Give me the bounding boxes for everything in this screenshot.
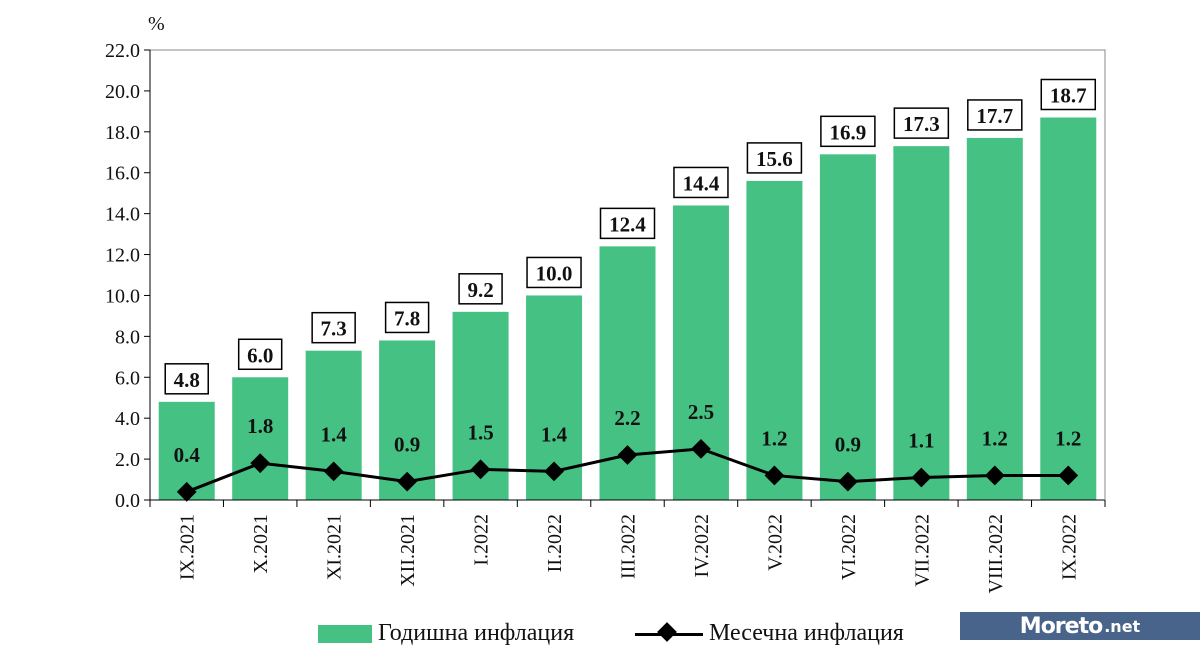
monthly-label: 1.2 — [761, 426, 787, 450]
bar-label: 18.7 — [1050, 84, 1087, 108]
monthly-marker — [1058, 465, 1079, 486]
bar-label-box — [673, 166, 729, 199]
x-tick-label: I.2022 — [471, 514, 493, 566]
bar-label: 4.8 — [174, 368, 200, 392]
monthly-marker — [397, 471, 418, 492]
bar-label-box — [599, 207, 656, 240]
bar-annual — [1040, 117, 1097, 500]
monthly-label: 0.4 — [174, 443, 201, 467]
monthly-marker — [911, 467, 932, 488]
bar-label-box — [893, 107, 950, 139]
monthly-marker — [544, 461, 564, 482]
legend-swatch-line — [635, 622, 703, 642]
monthly-label: 1.5 — [467, 420, 493, 444]
bar-annual — [746, 180, 803, 500]
x-tick-label: XII.2021 — [397, 514, 419, 587]
watermark-suffix: .net — [1104, 616, 1141, 636]
bar-label: 15.6 — [756, 147, 793, 171]
x-tick-label: V.2022 — [764, 514, 786, 571]
bar-label-box — [526, 256, 582, 289]
bar-label: 7.8 — [394, 306, 420, 330]
monthly-marker — [691, 438, 711, 459]
bar-label: 14.4 — [683, 171, 720, 195]
x-tick-label: X.2021 — [250, 514, 272, 573]
legend-swatch-bar — [318, 625, 372, 644]
bar-label: 16.9 — [830, 120, 867, 144]
y-tick-label: 0.0 — [115, 490, 140, 512]
x-tick-label: VIII.2022 — [985, 514, 1007, 593]
y-unit-label: % — [148, 13, 165, 35]
bar-annual — [819, 154, 876, 500]
monthly-marker — [470, 459, 491, 480]
monthly-marker — [984, 465, 1005, 486]
x-tick-label: VI.2022 — [838, 514, 860, 580]
bar-annual — [966, 137, 1023, 501]
monthly-marker — [617, 445, 638, 465]
bar-label-box — [164, 363, 209, 395]
bar-label: 10.0 — [536, 261, 573, 285]
y-tick-label: 10.0 — [105, 285, 140, 307]
bar-label-box — [384, 301, 430, 334]
bar-label-box — [820, 115, 876, 148]
x-tick-label: IX.2022 — [1058, 514, 1080, 580]
monthly-label: 1.1 — [908, 429, 934, 453]
monthly-label: 1.2 — [982, 426, 1008, 450]
x-tick-label: VII.2022 — [911, 514, 933, 587]
bar-label: 6.0 — [247, 343, 273, 367]
x-tick-label: III.2022 — [618, 514, 640, 579]
legend-label-annual: Годишна инфлация — [378, 620, 575, 646]
x-tick-label: II.2022 — [544, 514, 566, 572]
y-tick-label: 14.0 — [105, 204, 140, 226]
y-tick-label: 2.0 — [115, 449, 140, 471]
bar-label-box — [458, 273, 503, 305]
x-tick-label: IV.2022 — [691, 514, 713, 578]
bar-label-box — [1040, 78, 1097, 111]
monthly-marker — [323, 461, 344, 482]
watermark-logo: Moreto .net — [960, 612, 1200, 640]
monthly-label: 0.9 — [394, 433, 420, 457]
monthly-marker — [764, 465, 785, 486]
y-tick-label: 4.0 — [115, 408, 140, 430]
monthly-label: 1.8 — [247, 414, 273, 438]
bar-label-box — [967, 99, 1023, 131]
monthly-marker — [250, 453, 271, 474]
monthly-marker — [837, 471, 858, 492]
x-tick-label: IX.2021 — [177, 514, 199, 580]
bar-label: 7.3 — [321, 317, 347, 341]
bar-label: 17.7 — [976, 104, 1013, 128]
y-tick-label: 8.0 — [115, 326, 140, 348]
monthly-label: 2.2 — [614, 406, 640, 430]
y-tick-label: 16.0 — [105, 163, 140, 185]
bar-label-box — [237, 338, 283, 371]
monthly-label: 2.5 — [688, 400, 714, 424]
legend-monthly: Месечна инфлация — [635, 620, 904, 647]
bar-label: 9.2 — [467, 278, 493, 302]
bar-annual — [893, 146, 950, 501]
y-tick-label: 6.0 — [115, 367, 140, 389]
monthly-label: 1.2 — [1055, 426, 1081, 450]
bar-label: 17.3 — [903, 112, 940, 136]
legend-label-monthly: Месечна инфлация — [709, 620, 904, 646]
x-tick-label: XI.2021 — [324, 514, 346, 580]
bar-label-box — [311, 311, 356, 344]
y-tick-label: 22.0 — [105, 40, 140, 62]
bar-label-box — [746, 142, 803, 174]
monthly-label: 1.4 — [541, 422, 568, 446]
bar-annual — [232, 377, 289, 500]
watermark-text: Moreto — [1019, 613, 1103, 639]
y-tick-label: 20.0 — [105, 81, 140, 103]
legend-annual: Годишна инфлация — [318, 620, 574, 647]
monthly-marker — [176, 481, 197, 502]
bar-label: 12.4 — [609, 212, 646, 236]
y-tick-label: 18.0 — [105, 122, 140, 144]
y-tick-label: 12.0 — [105, 245, 140, 267]
monthly-label: 1.4 — [321, 422, 348, 446]
monthly-label: 0.9 — [835, 433, 861, 457]
